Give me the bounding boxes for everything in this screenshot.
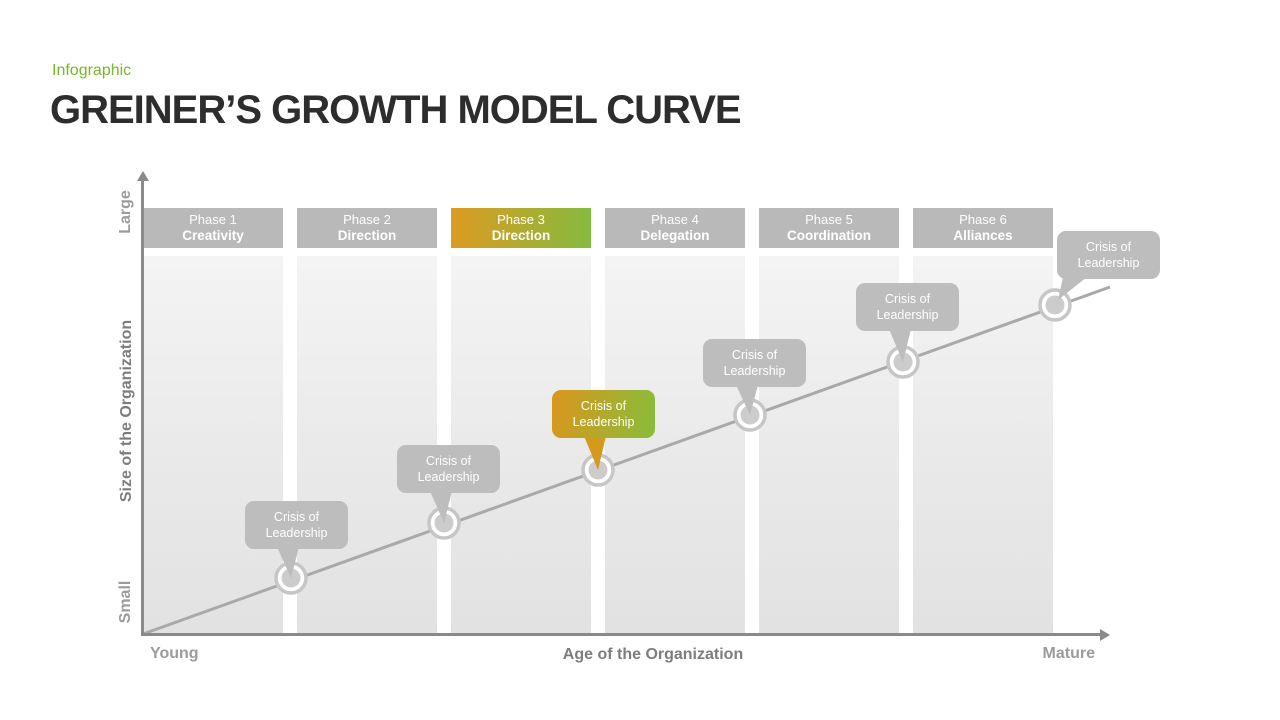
phase-number-label: Phase 4 (651, 212, 699, 227)
phase-number-label: Phase 2 (343, 212, 391, 227)
phase-name-label: Delegation (640, 228, 710, 243)
callout-tail (584, 436, 606, 470)
y-axis-arrow-icon (136, 171, 149, 181)
phase-header: Phase 4 Delegation (605, 208, 745, 248)
x-axis-title: Age of the Organization (562, 646, 744, 663)
callout-tail (1058, 277, 1087, 300)
callout-text-line: Leadership (876, 308, 939, 322)
crisis-marker (1038, 288, 1072, 322)
phase-number-label: Phase 3 (497, 212, 545, 227)
infographic-tag: Infographic (52, 62, 132, 79)
callout-text-line: Leadership (723, 364, 786, 378)
callout-text-line: Crisis of (273, 510, 320, 524)
phase-header: Phase 3 Direction (451, 208, 591, 248)
y-axis-line (141, 180, 144, 636)
x-axis-max-label: Mature (1042, 645, 1095, 662)
y-axis-max-label: Large (117, 190, 134, 234)
phase-name-label: Alliances (953, 228, 1013, 243)
y-axis-title: Size of the Organization (118, 319, 135, 503)
page-title: GREINER’S GROWTH MODEL CURVE (50, 88, 742, 132)
phase-header: Phase 2 Direction (297, 208, 437, 248)
phase-number-label: Phase 6 (959, 212, 1007, 227)
phase-name-label: Coordination (787, 228, 871, 243)
phase-header: Phase 5 Coordination (759, 208, 899, 248)
crisis-callout: Crisis of Leadership (397, 445, 500, 493)
crisis-callout: Crisis of Leadership (1057, 231, 1160, 279)
callout-tail (430, 491, 452, 523)
x-axis-arrow-icon (1100, 628, 1110, 641)
phase-number-label: Phase 1 (189, 212, 237, 227)
y-axis-min-label: Small (117, 580, 134, 624)
callout-text-line: Leadership (417, 470, 480, 484)
phase-header: Phase 6 Alliances (913, 208, 1053, 248)
callout-text-line: Leadership (1077, 256, 1140, 270)
phase-column-body (143, 256, 283, 633)
phase-header: Phase 1 Creativity (143, 208, 283, 248)
crisis-callout: Crisis of Leadership (703, 339, 806, 387)
callout-text-line: Crisis of (731, 348, 778, 362)
x-axis-min-label: Young (150, 645, 199, 662)
phase-column-body (451, 256, 591, 633)
crisis-callout: Crisis of Leadership (552, 390, 655, 438)
x-axis-line (141, 633, 1101, 636)
callout-text-line: Crisis of (425, 454, 472, 468)
callout-text-line: Leadership (265, 526, 328, 540)
callout-tail (889, 329, 911, 362)
callout-tail (736, 385, 758, 415)
crisis-marker-disc (1045, 295, 1065, 315)
callout-text-line: Leadership (572, 415, 635, 429)
phase-number-label: Phase 5 (805, 212, 853, 227)
crisis-callout: Crisis of Leadership (245, 501, 348, 549)
callout-text-line: Crisis of (1085, 240, 1132, 254)
phase-name-label: Creativity (182, 228, 244, 243)
crisis-callout: Crisis of Leadership (856, 283, 959, 331)
callout-text-line: Crisis of (884, 292, 931, 306)
callout-text-line: Crisis of (580, 399, 627, 413)
phase-name-label: Direction (337, 228, 397, 243)
phase-name-label: Direction (491, 228, 551, 243)
callout-tail (277, 547, 299, 578)
